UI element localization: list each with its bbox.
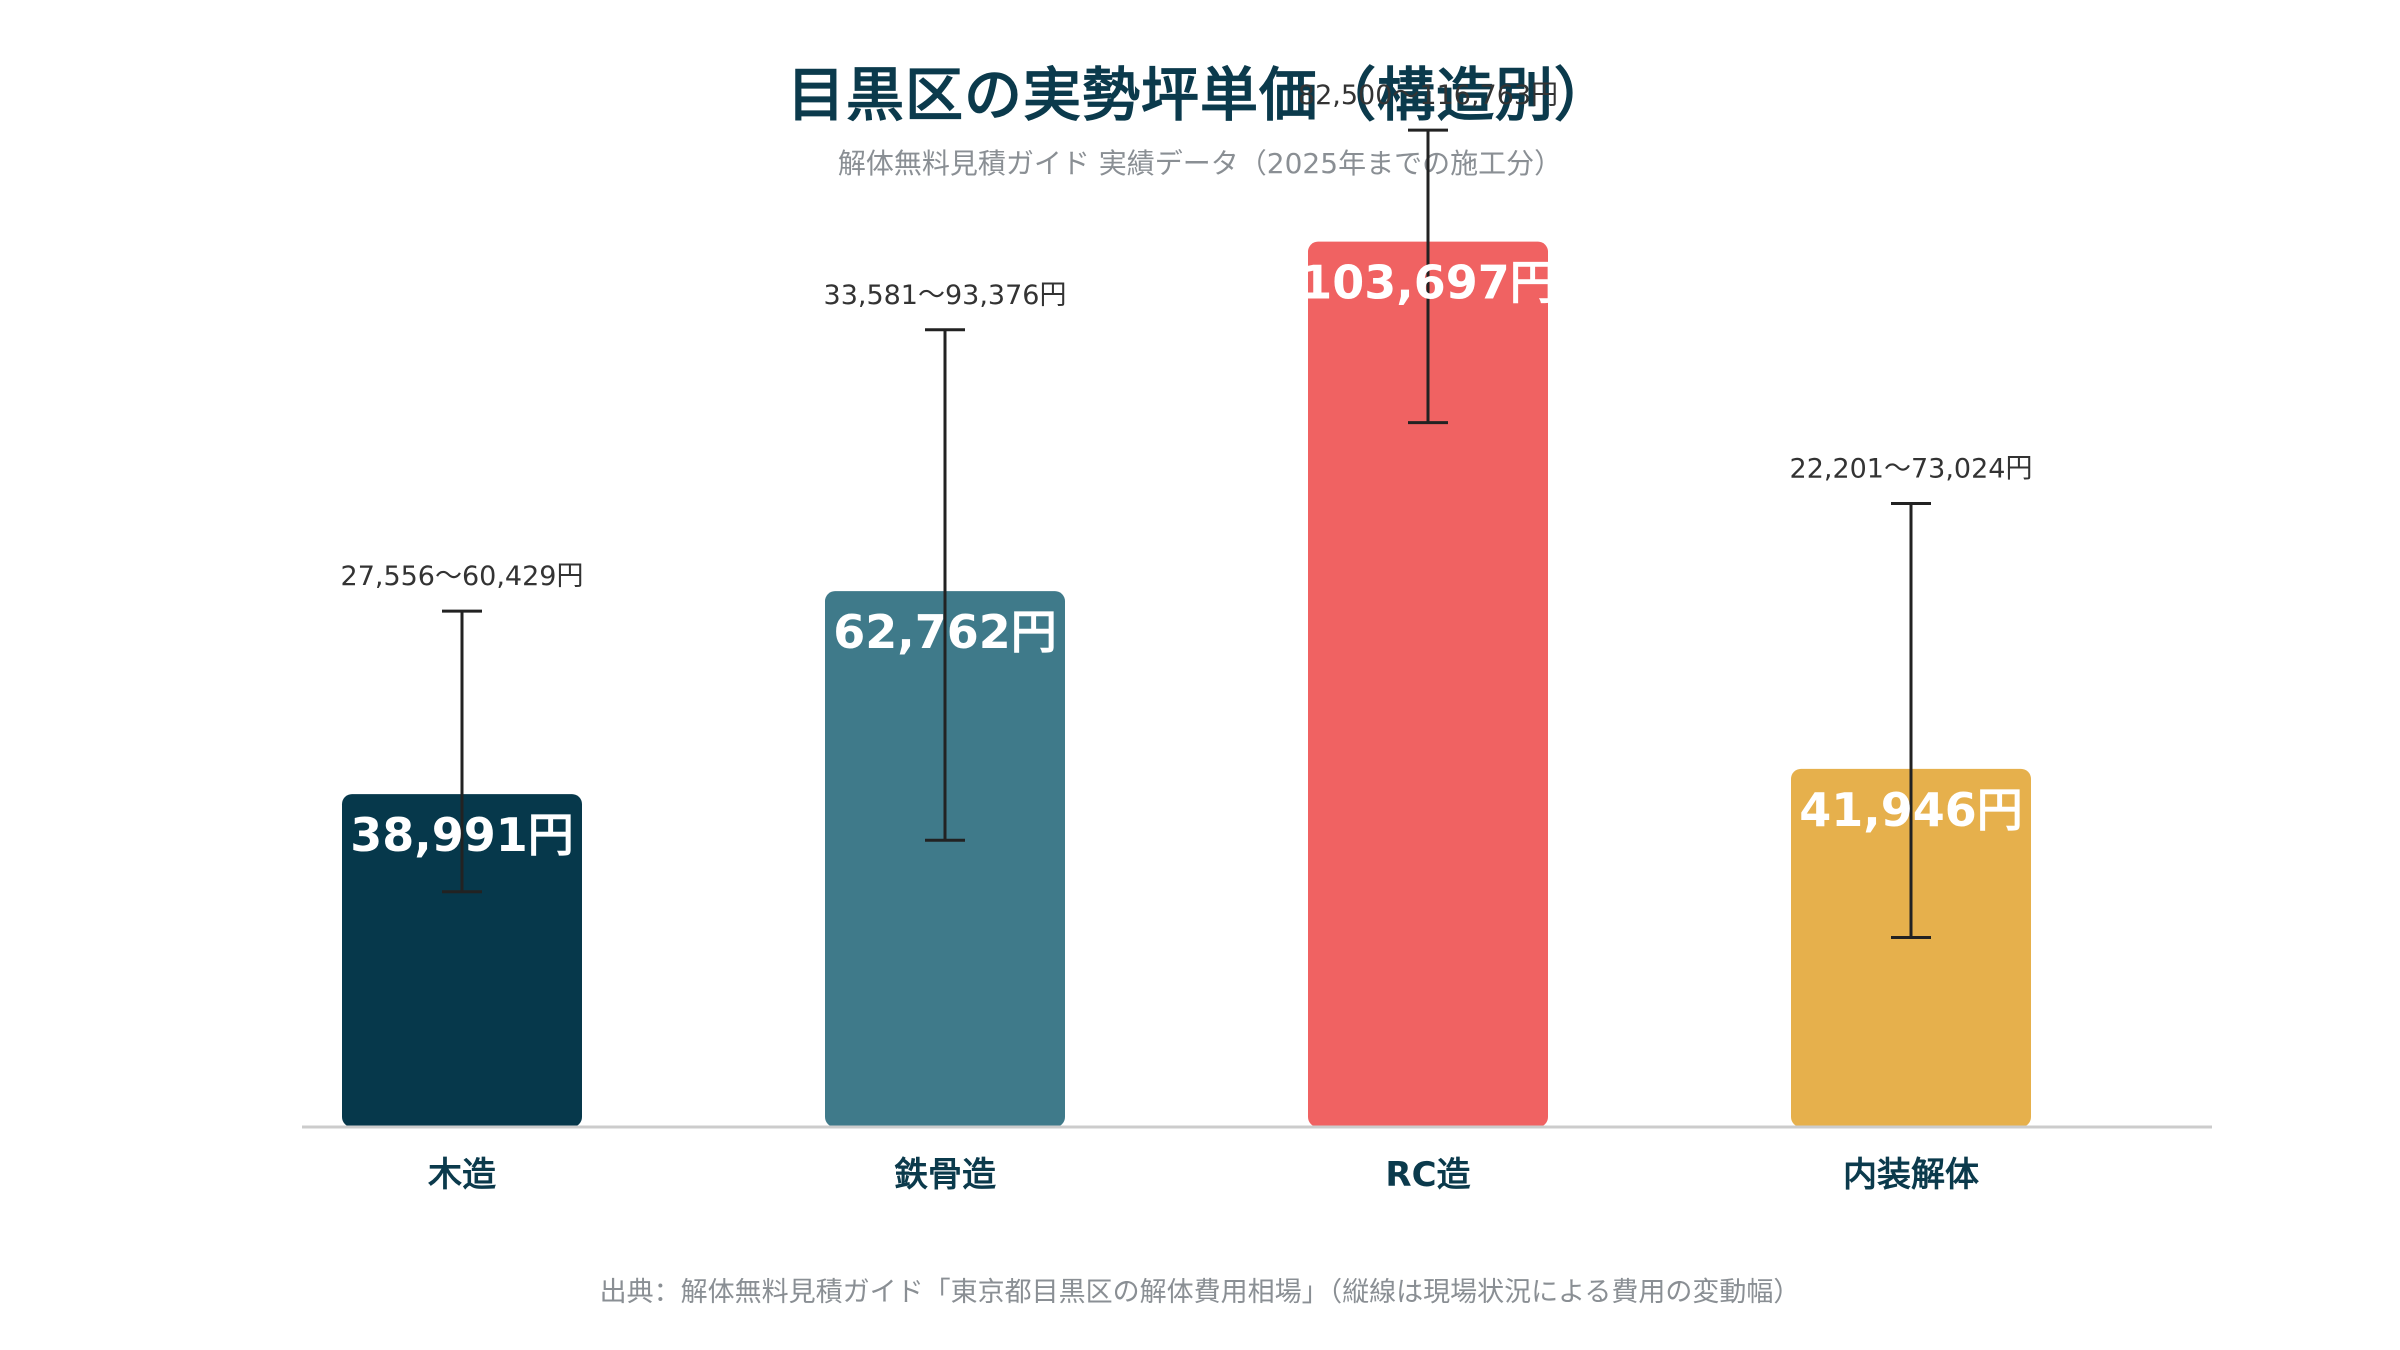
category-label-4: 内装解体 bbox=[1843, 1155, 1979, 1195]
bar-2 bbox=[825, 591, 1065, 1127]
range-label-3: 82,500〜116,763円 bbox=[1298, 80, 1558, 111]
bar-3 bbox=[1308, 241, 1548, 1127]
range-label-4: 22,201〜73,024円 bbox=[1790, 454, 2033, 485]
category-label-3: RC造 bbox=[1385, 1155, 1470, 1195]
bar-4 bbox=[1791, 768, 2031, 1127]
value-label-1: 38,991円 bbox=[350, 808, 574, 862]
chart-subtitle: 解体無料見積ガイド 実績データ（2025年までの施工分） bbox=[837, 147, 1563, 180]
chart-title: 目黒区の実勢坪単価（構造別） bbox=[786, 61, 1613, 129]
category-label-1: 木造 bbox=[427, 1155, 496, 1195]
range-label-1: 27,556〜60,429円 bbox=[341, 561, 584, 592]
value-label-2: 62,762円 bbox=[833, 605, 1057, 659]
category-label-2: 鉄骨造 bbox=[894, 1155, 996, 1195]
bar-1 bbox=[342, 794, 582, 1127]
value-label-4: 41,946円 bbox=[1799, 783, 2023, 837]
value-label-3: 103,697円 bbox=[1300, 256, 1556, 310]
source-note: 出典：解体無料見積ガイド「東京都目黒区の解体費用相場」（縦線は現場状況による費用… bbox=[599, 1277, 1801, 1308]
range-label-2: 33,581〜93,376円 bbox=[824, 280, 1067, 311]
